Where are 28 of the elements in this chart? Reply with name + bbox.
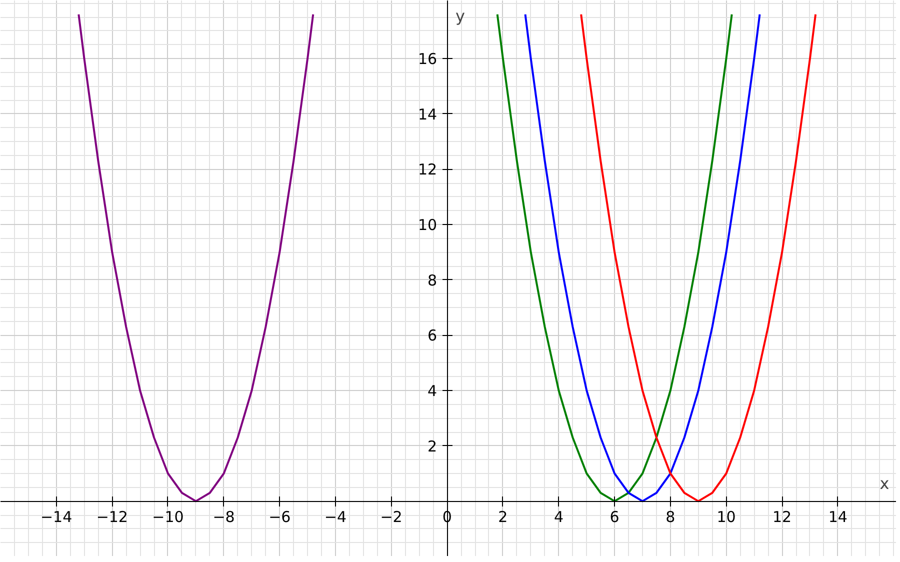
y-tick-label: 12 — [418, 160, 438, 179]
x-tick-label: −14 — [40, 508, 72, 526]
x-tick-label: 4 — [554, 508, 564, 526]
y-tick-label: 10 — [418, 216, 438, 234]
x-axis-title: x — [880, 474, 890, 493]
x-tick-label: −10 — [152, 508, 184, 526]
y-tick-label: 8 — [428, 271, 438, 290]
x-tick-label: −4 — [324, 508, 347, 526]
x-tick-label: −2 — [380, 508, 402, 526]
x-tick-label: −12 — [96, 508, 128, 526]
x-tick-label: 12 — [772, 508, 792, 526]
x-tick-label: −8 — [212, 508, 235, 526]
line-series — [496, 13, 733, 502]
y-axis-title: y — [455, 6, 465, 26]
y-tick-label: 4 — [428, 382, 438, 400]
x-tick-label: 2 — [498, 508, 508, 526]
line-series — [524, 13, 761, 502]
line-series — [580, 13, 817, 502]
x-tick-label: 10 — [716, 508, 736, 526]
x-tick-label: −6 — [268, 508, 291, 526]
x-tick-label: 6 — [610, 508, 620, 526]
x-tick-label: 8 — [666, 508, 676, 526]
y-tick-label: 2 — [428, 437, 438, 456]
y-tick-label: 14 — [418, 105, 438, 124]
y-tick-label: 6 — [428, 326, 438, 345]
x-tick-label: 14 — [828, 508, 848, 526]
line-series — [78, 13, 314, 502]
y-tick-label: 16 — [418, 50, 438, 68]
